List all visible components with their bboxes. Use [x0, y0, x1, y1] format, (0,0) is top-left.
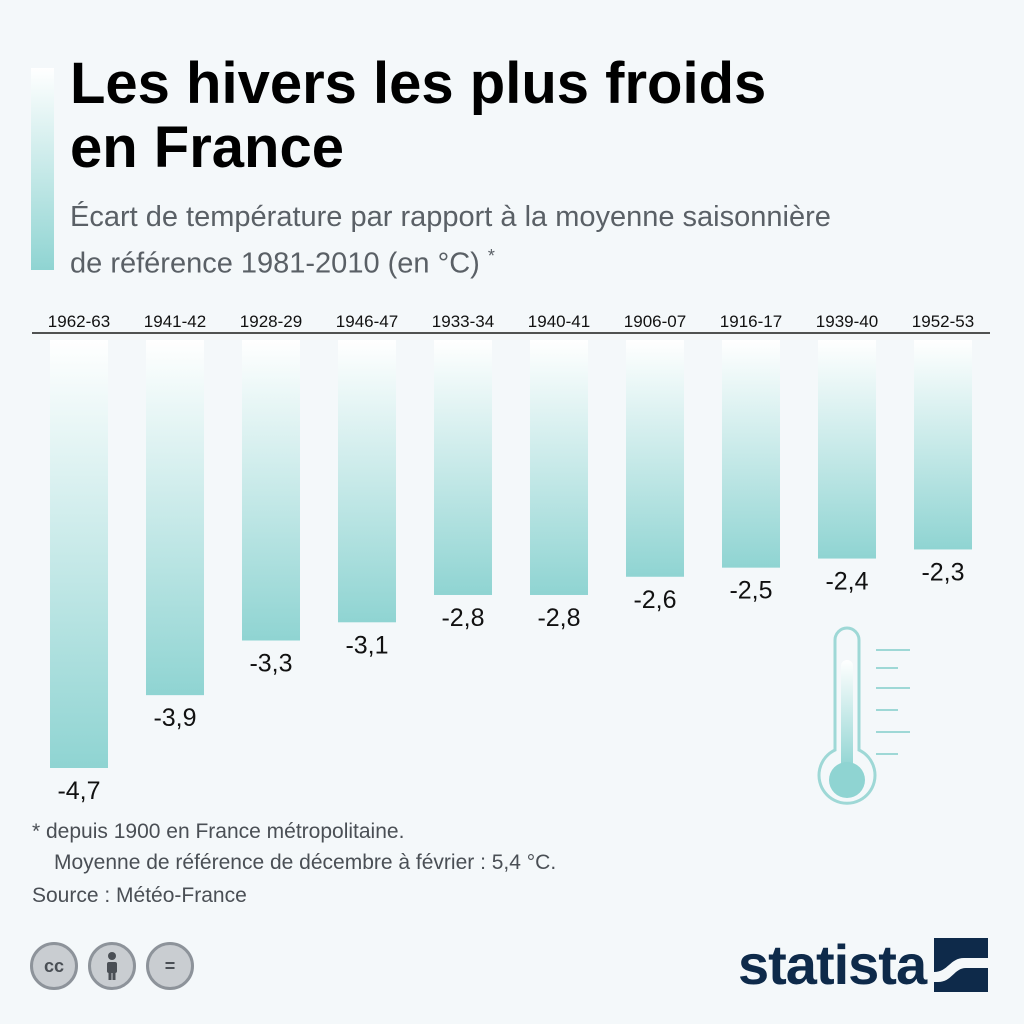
category-label: 1962-63 — [48, 312, 110, 331]
bar — [818, 340, 876, 559]
license-icons: cc = — [30, 942, 194, 990]
category-label: 1933-34 — [432, 312, 494, 331]
category-label: 1952-53 — [912, 312, 974, 331]
value-label: -3,3 — [249, 650, 292, 678]
footnote: * depuis 1900 en France métropolitaine. … — [32, 816, 732, 878]
category-label: 1946-47 — [336, 312, 398, 331]
subtitle-line-1: Écart de température par rapport à la mo… — [70, 201, 831, 233]
no-derivatives-equals-icon[interactable]: = — [146, 942, 194, 990]
title-line-1: Les hivers les plus froids — [70, 51, 767, 116]
bar — [434, 340, 492, 595]
bar — [242, 340, 300, 641]
footnote-line-1: * depuis 1900 en France métropolitaine. — [32, 820, 405, 843]
category-label: 1940-41 — [528, 312, 590, 331]
title-line-2: en France — [70, 115, 344, 180]
bar — [146, 340, 204, 696]
value-label: -3,9 — [153, 704, 196, 732]
title-accent-bar — [31, 68, 54, 270]
chart-subtitle: Écart de température par rapport à la mo… — [70, 198, 1000, 284]
category-label: 1916-17 — [720, 312, 782, 331]
value-label: -2,8 — [441, 604, 484, 632]
value-label: -2,5 — [729, 577, 772, 605]
bar — [530, 340, 588, 595]
source-text: Source : Météo-France — [32, 884, 247, 907]
footnote-line-2: Moyenne de référence de décembre à févri… — [54, 851, 557, 874]
logo-text: statista — [738, 933, 927, 996]
bar — [338, 340, 396, 623]
attribution-person-icon[interactable] — [88, 942, 136, 990]
subtitle-line-2: de référence 1981-2010 (en °C) — [70, 247, 480, 280]
cc-icon[interactable]: cc — [30, 942, 78, 990]
category-label: 1906-07 — [624, 312, 686, 331]
bar-chart: 1962-63 1941-42 1928-29 1946-47 1933-34 1940-… — [32, 312, 990, 805]
value-label: -4,7 — [57, 777, 100, 805]
category-label: 1941-42 — [144, 312, 206, 331]
statista-logo[interactable]: statista — [738, 933, 989, 996]
value-label: -2,6 — [633, 586, 676, 614]
subtitle-footnote-mark: * — [487, 246, 495, 266]
category-label: 1939-40 — [816, 312, 878, 331]
value-label: -2,8 — [537, 604, 580, 632]
statista-mark-icon — [934, 938, 989, 992]
bar — [50, 340, 108, 768]
value-label: -2,4 — [825, 568, 868, 596]
chart-title: Les hivers les plus froids en France — [70, 52, 990, 180]
bar — [722, 340, 780, 568]
bar — [914, 340, 972, 550]
value-label: -3,1 — [345, 631, 388, 659]
value-label: -2,3 — [921, 558, 964, 586]
thermometer-icon — [817, 626, 910, 805]
category-label: 1928-29 — [240, 312, 302, 331]
bar — [626, 340, 684, 577]
